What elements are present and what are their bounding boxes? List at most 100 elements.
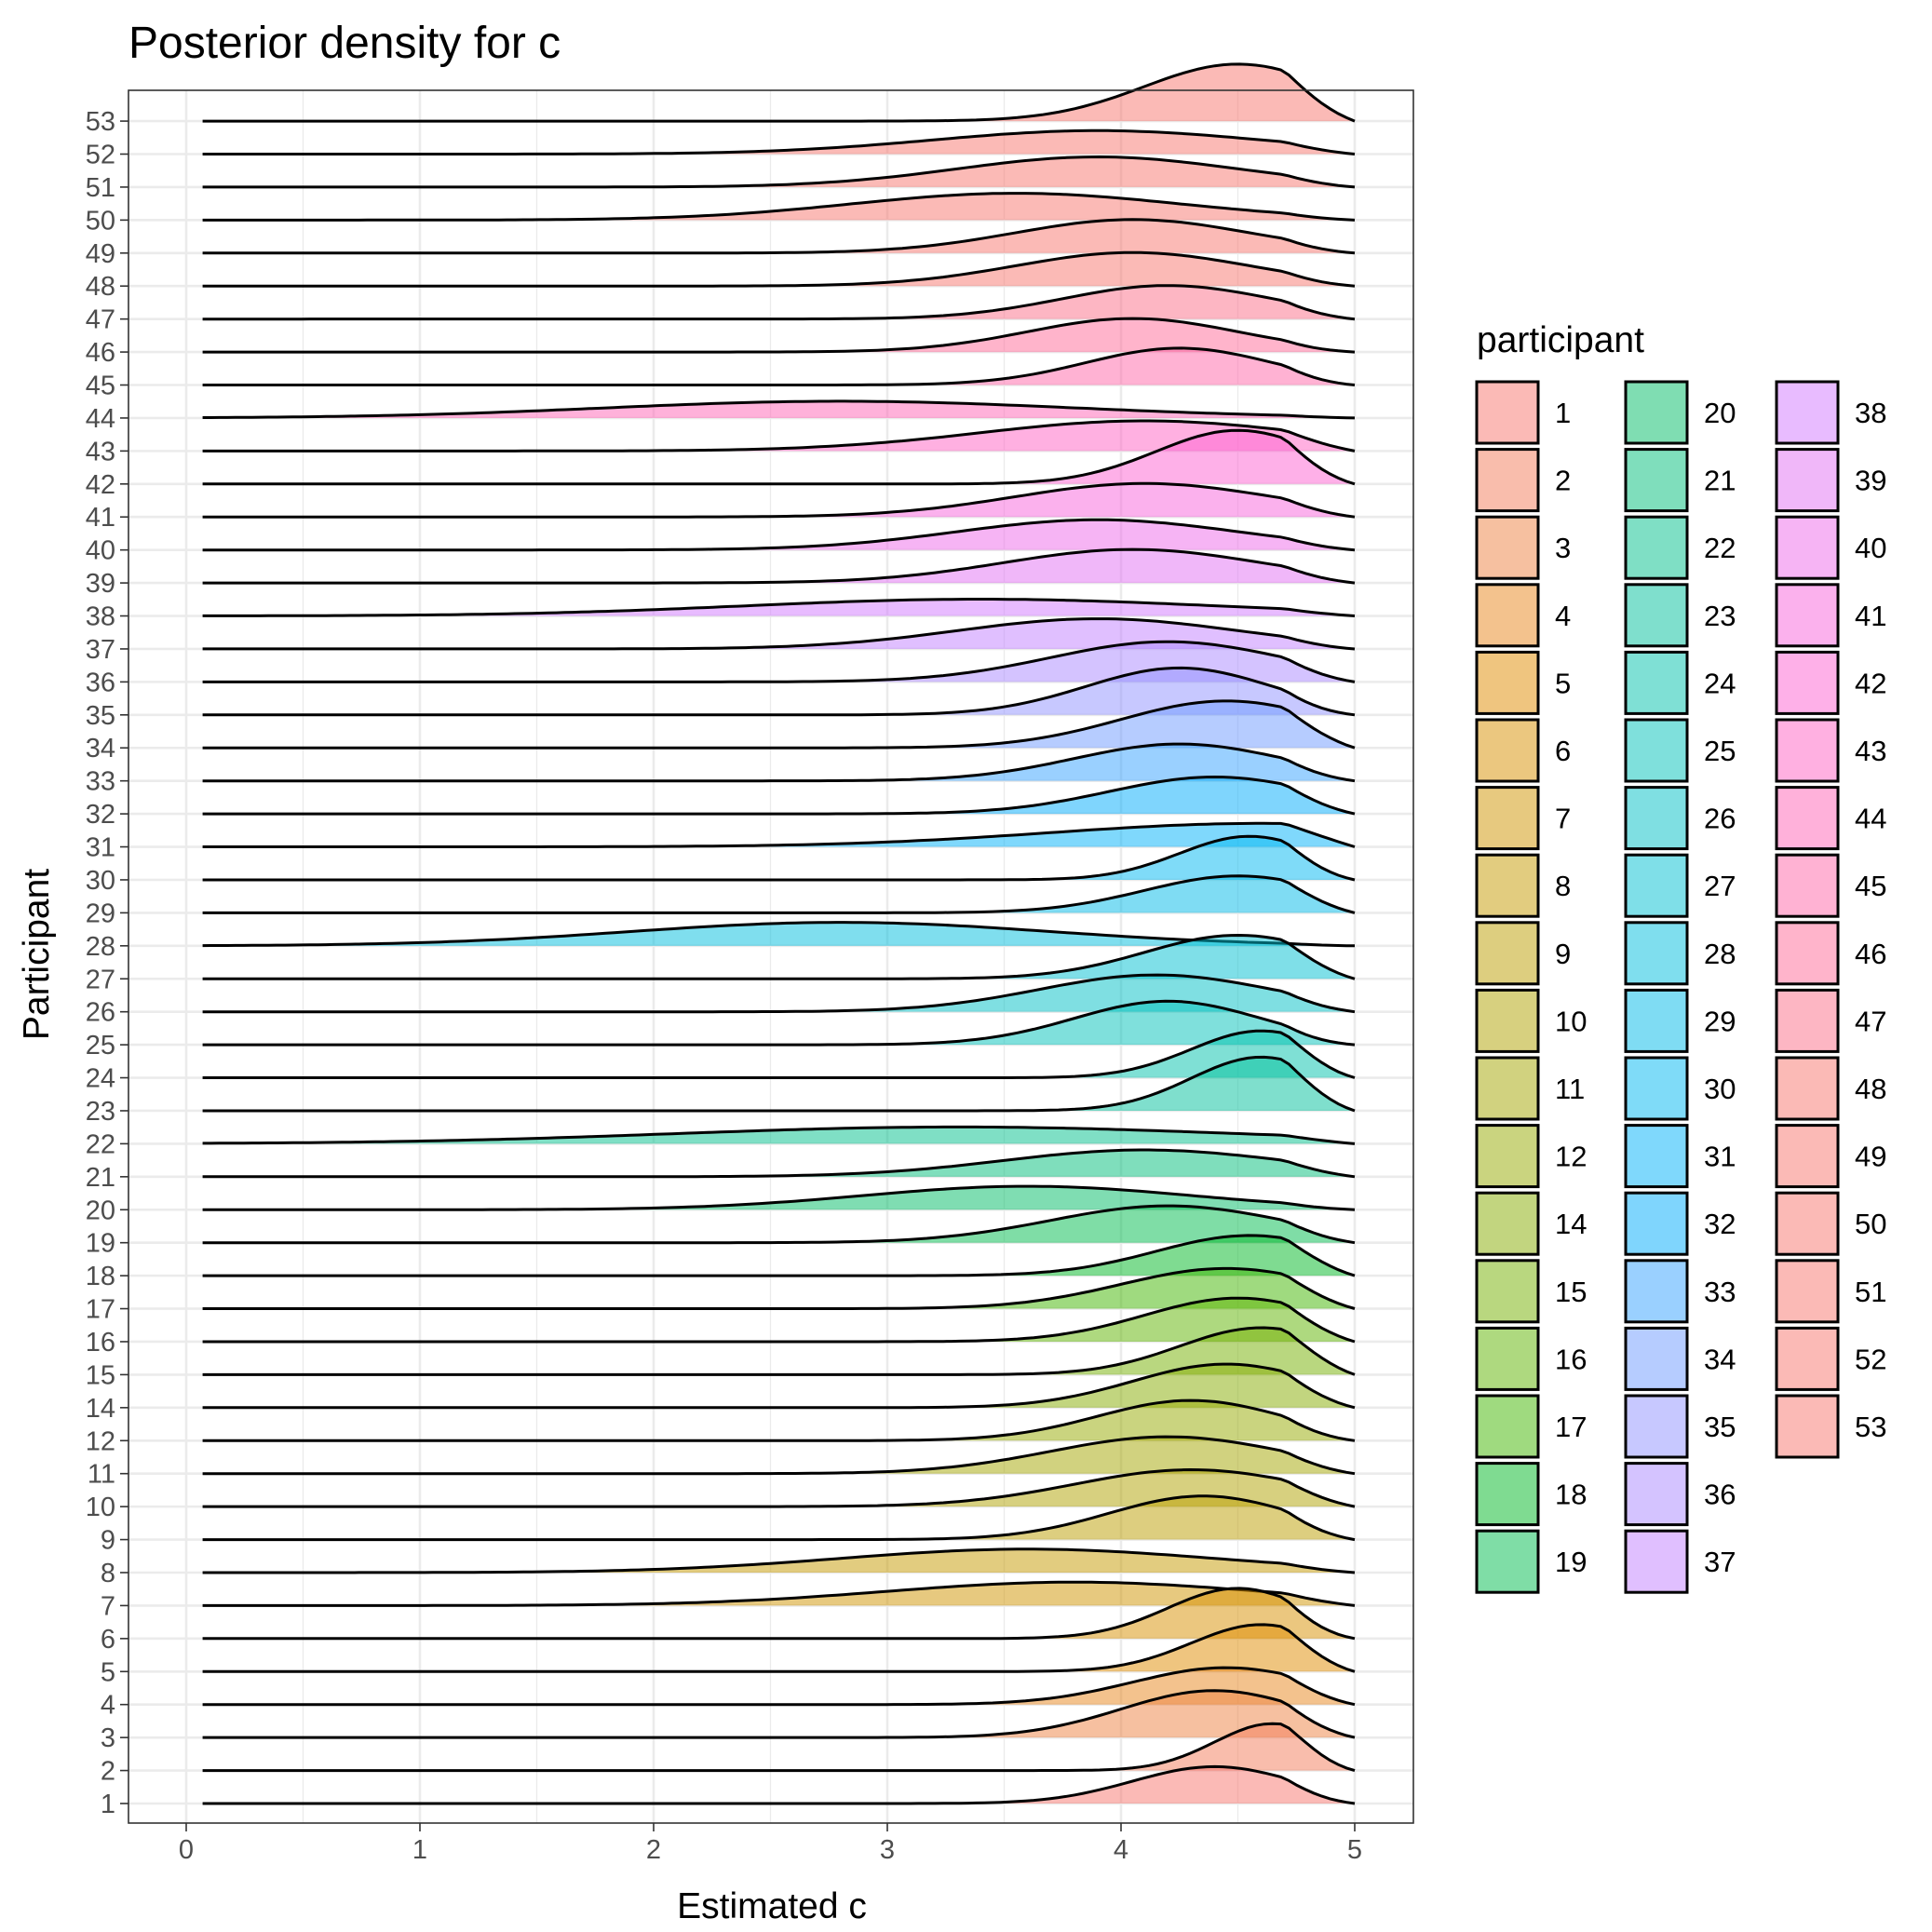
legend-key <box>1624 718 1689 783</box>
ridge-participant-2 <box>202 1722 1356 1773</box>
legend-item-24: 24 <box>1624 650 1736 715</box>
legend-item-14: 14 <box>1475 1191 1587 1256</box>
legend-key <box>1475 583 1540 648</box>
ridge-participant-25 <box>202 999 1356 1047</box>
legend-label: 36 <box>1704 1479 1736 1511</box>
legend-item-49: 49 <box>1775 1124 1886 1189</box>
legend-item-48: 48 <box>1775 1056 1886 1121</box>
legend-title: participant <box>1477 320 1644 360</box>
ridge-line <box>202 1234 1356 1277</box>
legend-item-7: 7 <box>1475 786 1571 851</box>
ridge-line <box>202 128 1356 155</box>
ridge-participant-29 <box>202 874 1356 914</box>
legend-key <box>1775 921 1840 986</box>
legend-key <box>1624 1124 1689 1189</box>
legend-label: 10 <box>1555 1005 1587 1037</box>
ridge-line <box>202 973 1356 1014</box>
ridge-participant-42 <box>202 428 1356 486</box>
legend-key <box>1775 1394 1840 1459</box>
legend-key <box>1624 1462 1689 1527</box>
legend-key <box>1624 1056 1689 1121</box>
y-tick-label: 2 <box>101 1757 115 1787</box>
ridge-participant-23 <box>202 1055 1356 1113</box>
legend-key <box>1475 786 1540 851</box>
legend-label: 34 <box>1704 1343 1736 1375</box>
legend-label: 51 <box>1855 1276 1886 1308</box>
legend-key <box>1775 988 1840 1053</box>
ridge-line <box>202 699 1356 750</box>
legend-key <box>1475 1326 1540 1391</box>
legend-item-43: 43 <box>1775 718 1886 783</box>
legend-item-31: 31 <box>1624 1124 1736 1189</box>
legend-key <box>1624 650 1689 715</box>
ridge-participant-50 <box>202 192 1356 222</box>
legend-item-6: 6 <box>1475 718 1571 783</box>
ridge-line <box>202 62 1356 123</box>
legend-key <box>1775 1056 1840 1121</box>
ridge-fill <box>202 975 1356 1012</box>
ridge-participant-21 <box>202 1148 1356 1179</box>
ridge-line <box>202 250 1356 288</box>
y-tick-label: 31 <box>86 833 115 863</box>
legend-key <box>1775 448 1840 513</box>
ridge-participant-8 <box>202 1547 1356 1574</box>
legend-label: 32 <box>1704 1208 1736 1240</box>
legend-label: 15 <box>1555 1276 1587 1308</box>
legend-key <box>1624 1326 1689 1391</box>
legend-key <box>1475 448 1540 513</box>
legend-item-32: 32 <box>1624 1191 1736 1256</box>
ridge-participant-26 <box>202 973 1356 1014</box>
y-tick-label: 53 <box>86 107 115 137</box>
ridge-line <box>202 874 1356 914</box>
ridge-line <box>202 547 1356 585</box>
y-tick-label: 19 <box>86 1229 115 1259</box>
legend-item-22: 22 <box>1624 515 1736 580</box>
legend-key <box>1624 988 1689 1053</box>
ridge-fill <box>202 642 1356 682</box>
legend-key <box>1475 1056 1540 1121</box>
ridge-line <box>202 598 1356 617</box>
ridge-line <box>202 1764 1356 1805</box>
legend-label: 20 <box>1704 397 1736 429</box>
plot-border <box>128 89 1414 1824</box>
legend-key <box>1624 1191 1689 1256</box>
ridge-fill <box>202 430 1356 484</box>
legend-item-20: 20 <box>1624 380 1736 445</box>
legend-label: 12 <box>1555 1141 1587 1173</box>
legend-key <box>1775 786 1840 851</box>
legend-label: 8 <box>1555 870 1571 902</box>
ridge-participant-17 <box>202 1266 1356 1310</box>
legend-label: 18 <box>1555 1479 1587 1511</box>
ridge-line <box>202 1623 1356 1673</box>
legend-item-46: 46 <box>1775 921 1886 986</box>
legend-item-5: 5 <box>1475 650 1571 715</box>
y-tick-label: 10 <box>86 1493 115 1522</box>
ridge-line <box>202 1398 1356 1442</box>
ridge-participant-32 <box>202 775 1356 816</box>
legend-item-28: 28 <box>1624 921 1736 986</box>
legend-label: 28 <box>1704 938 1736 970</box>
ridge-fill <box>202 1582 1356 1606</box>
ridge-participant-10 <box>202 1467 1356 1508</box>
legend-label: 11 <box>1555 1073 1585 1105</box>
legend-label: 53 <box>1855 1411 1886 1443</box>
legend-label: 21 <box>1704 465 1736 497</box>
y-tick-label: 22 <box>86 1129 115 1159</box>
legend-label: 2 <box>1555 465 1571 497</box>
ridge-participant-47 <box>202 284 1356 321</box>
ridge-participant-51 <box>202 155 1356 189</box>
ridge-fill <box>202 549 1356 584</box>
ridge-line <box>202 1580 1356 1607</box>
ridge-fill <box>202 777 1356 815</box>
ridge-line <box>202 1467 1356 1508</box>
legend-key <box>1624 1259 1689 1324</box>
legend-item-1: 1 <box>1475 380 1571 445</box>
legend-item-45: 45 <box>1775 853 1886 918</box>
x-tick-label: 2 <box>646 1835 661 1865</box>
ridge-fill <box>202 285 1356 319</box>
ridge-fill <box>202 318 1356 353</box>
y-tick-label: 36 <box>86 668 115 697</box>
legend-key <box>1475 988 1540 1053</box>
ridge-fill <box>202 1206 1356 1243</box>
